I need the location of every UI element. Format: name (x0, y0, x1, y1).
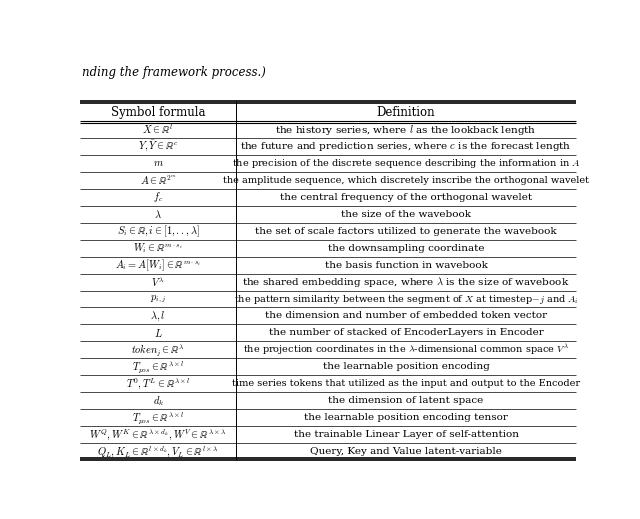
Text: the shared embedding space, where $\lambda$ is the size of wavebook: the shared embedding space, where $\lamb… (243, 275, 570, 289)
Text: $d_k$: $d_k$ (152, 394, 164, 407)
Text: the learnable position encoding: the learnable position encoding (323, 362, 490, 371)
Text: $W_i \in \mathbb{R}^{m \cdot s_i}$: $W_i \in \mathbb{R}^{m \cdot s_i}$ (133, 241, 183, 255)
Text: $A \in \mathbb{R}^{2^m}$: $A \in \mathbb{R}^{2^m}$ (140, 174, 177, 187)
Text: the central frequency of the orthogonal wavelet: the central frequency of the orthogonal … (280, 193, 532, 202)
Text: $T_{pos} \in \mathbb{R}^{\lambda \times l}$: $T_{pos} \in \mathbb{R}^{\lambda \times … (132, 409, 184, 426)
Text: the number of stacked of EncoderLayers in Encoder: the number of stacked of EncoderLayers i… (269, 329, 543, 337)
Text: $T^0, T^L \in \mathbb{R}^{\lambda \times l}$: $T^0, T^L \in \mathbb{R}^{\lambda \times… (125, 376, 191, 391)
Text: the size of the wavebook: the size of the wavebook (341, 210, 471, 219)
Text: nding the framework process.): nding the framework process.) (83, 66, 266, 79)
Text: $S_i \in \mathbb{R}, i \in [1,..,\lambda]$: $S_i \in \mathbb{R}, i \in [1,..,\lambda… (116, 224, 200, 239)
Text: the trainable Linear Layer of self-attention: the trainable Linear Layer of self-atten… (294, 430, 518, 439)
Text: the pattern similarity between the segment of $X$ at timestep$-j$ and $A_i$: the pattern similarity between the segme… (234, 293, 579, 306)
Text: the dimension of latent space: the dimension of latent space (328, 396, 484, 405)
Text: $m$: $m$ (153, 159, 164, 168)
Text: $f_c$: $f_c$ (153, 190, 163, 204)
Text: the projection coordinates in the $\lambda$-dimensional common space $V^\lambda$: the projection coordinates in the $\lamb… (243, 343, 569, 357)
Text: $A_i = A[W_i] \in \mathbb{R}^{m \cdot s_i}$: $A_i = A[W_i] \in \mathbb{R}^{m \cdot s_… (115, 257, 201, 273)
Text: $W^Q, W^K \in \mathbb{R}^{\lambda \times d_k}, W^V \in \mathbb{R}^{\lambda \time: $W^Q, W^K \in \mathbb{R}^{\lambda \times… (90, 427, 227, 442)
Text: $Q_L, K_L \in \mathbb{R}^{l \times d_k}, V_L \in \mathbb{R}^{l \times \lambda}$: $Q_L, K_L \in \mathbb{R}^{l \times d_k},… (97, 444, 219, 459)
Text: $L$: $L$ (154, 327, 163, 339)
Text: $token_j \in \mathbb{R}^\lambda$: $token_j \in \mathbb{R}^\lambda$ (131, 342, 185, 358)
Text: the downsampling coordinate: the downsampling coordinate (328, 244, 484, 253)
Text: Definition: Definition (377, 106, 435, 119)
Text: the learnable position encoding tensor: the learnable position encoding tensor (304, 413, 508, 422)
Text: $Y, \bar{Y} \in \mathbb{R}^c$: $Y, \bar{Y} \in \mathbb{R}^c$ (138, 139, 179, 154)
Text: $V^\lambda$: $V^\lambda$ (152, 275, 165, 289)
Text: the history series, where $l$ as the lookback length: the history series, where $l$ as the loo… (275, 122, 537, 136)
Text: Symbol formula: Symbol formula (111, 106, 205, 119)
Text: Query, Key and Value latent-variable: Query, Key and Value latent-variable (310, 447, 502, 456)
Text: the amplitude sequence, which discretely inscribe the orthogonal wavelet: the amplitude sequence, which discretely… (223, 176, 589, 185)
Text: $X \in \mathbb{R}^l$: $X \in \mathbb{R}^l$ (143, 123, 174, 136)
Text: the future and prediction series, where $c$ is the forecast length: the future and prediction series, where … (241, 140, 572, 153)
Text: the basis function in wavebook: the basis function in wavebook (324, 261, 488, 270)
Text: the set of scale factors utilized to generate the wavebook: the set of scale factors utilized to gen… (255, 227, 557, 236)
Text: $T_{pos} \in \mathbb{R}^{\lambda \times l}$: $T_{pos} \in \mathbb{R}^{\lambda \times … (132, 359, 184, 375)
Text: the precision of the discrete sequence describing the information in $A$: the precision of the discrete sequence d… (232, 157, 580, 170)
Text: the dimension and number of embedded token vector: the dimension and number of embedded tok… (265, 311, 547, 320)
Text: $\lambda, l$: $\lambda, l$ (150, 309, 166, 323)
Text: time series tokens that utilized as the input and output to the Encoder: time series tokens that utilized as the … (232, 379, 580, 388)
Text: $\lambda$: $\lambda$ (154, 209, 162, 220)
Text: $p_{i,j}$: $p_{i,j}$ (150, 293, 166, 305)
